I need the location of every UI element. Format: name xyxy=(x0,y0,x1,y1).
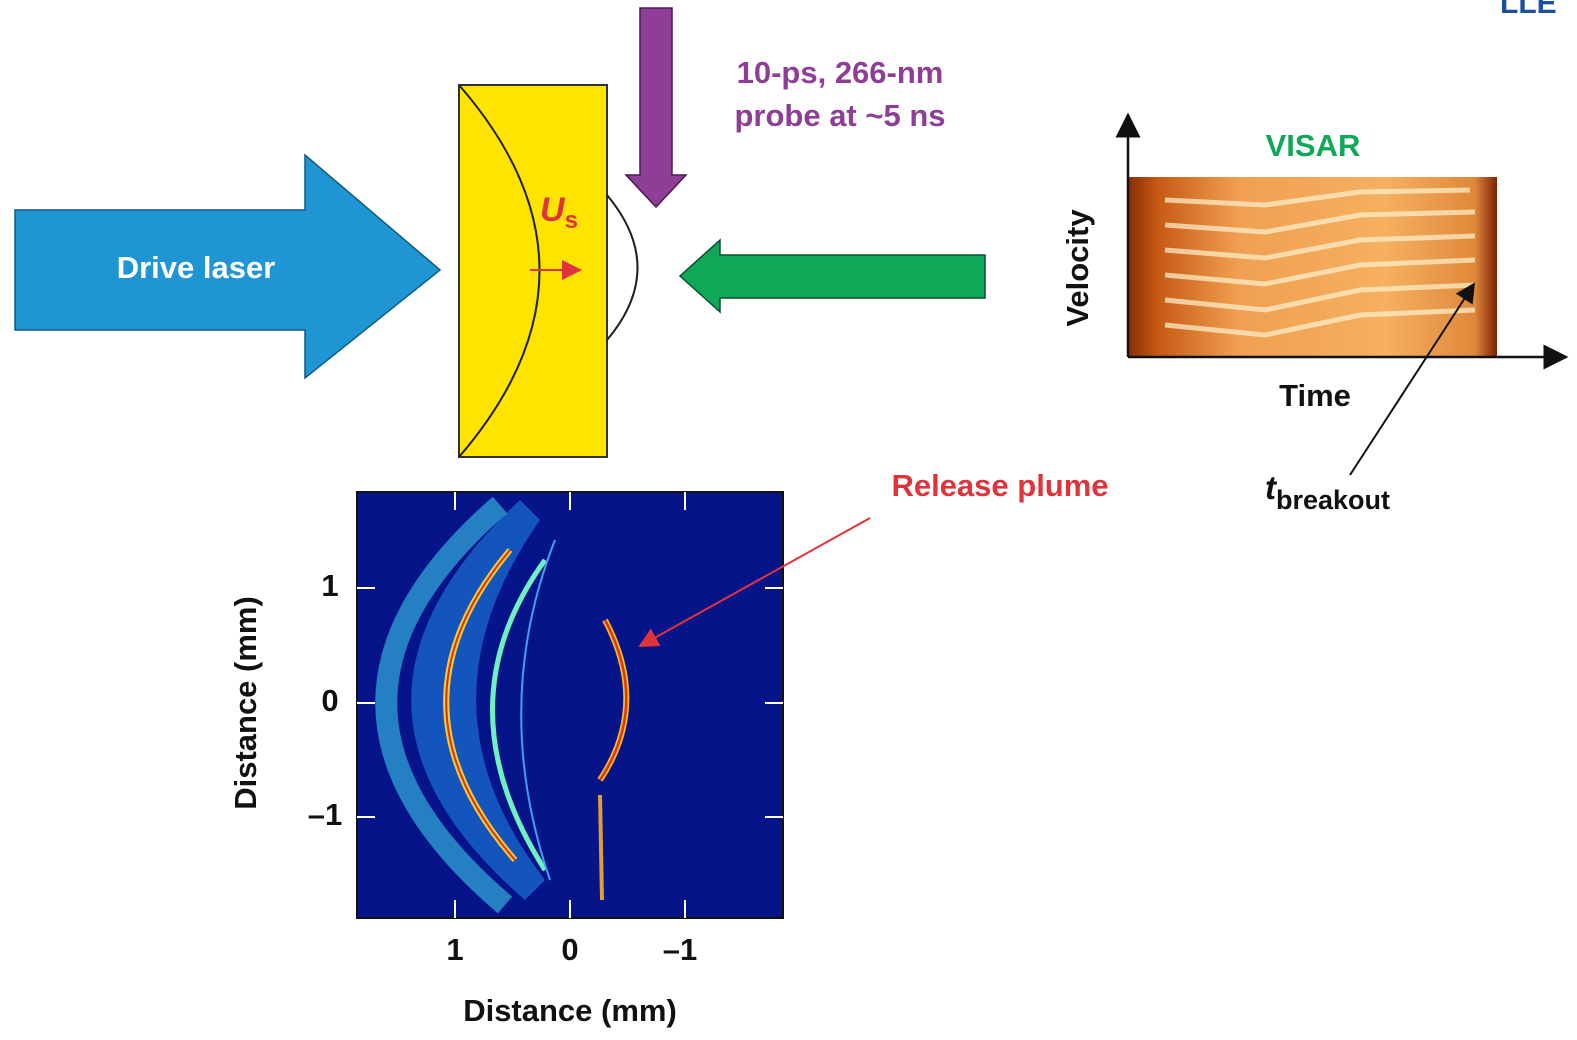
breakout-label: tbreakout xyxy=(1265,469,1390,515)
x-tick-label: –1 xyxy=(663,932,697,967)
y-tick-label: –1 xyxy=(308,797,342,832)
diagram: LLE Drive laser Us 10-ps, 266-nm probe a… xyxy=(0,0,1577,1040)
time-label: Time xyxy=(1279,378,1351,413)
visar-title: VISAR xyxy=(1266,128,1361,163)
release-bulge xyxy=(607,195,638,340)
release-plume xyxy=(600,795,602,900)
visar-beam xyxy=(680,240,985,312)
x-tick-label: 0 xyxy=(561,932,578,967)
velocity-label: Velocity xyxy=(1060,209,1095,327)
probe-label: 10-ps, 266-nm xyxy=(737,55,944,90)
drive-laser-label: Drive laser xyxy=(117,250,276,285)
logo: LLE xyxy=(1500,0,1557,20)
y-tick-label: 0 xyxy=(321,683,338,718)
y-tick-label: 1 xyxy=(321,568,338,603)
probe-label: probe at ~5 ns xyxy=(734,98,945,133)
x-axis-label: Distance (mm) xyxy=(463,993,677,1028)
visar-image xyxy=(1128,177,1497,357)
probe-arrow xyxy=(626,8,686,207)
plume-annotation: Release plume xyxy=(891,468,1108,503)
subscript: s xyxy=(565,207,578,234)
x-tick-label: 1 xyxy=(446,932,463,967)
symbol: U xyxy=(540,191,566,229)
y-axis-label: Distance (mm) xyxy=(228,596,263,810)
subscript: breakout xyxy=(1276,485,1390,515)
